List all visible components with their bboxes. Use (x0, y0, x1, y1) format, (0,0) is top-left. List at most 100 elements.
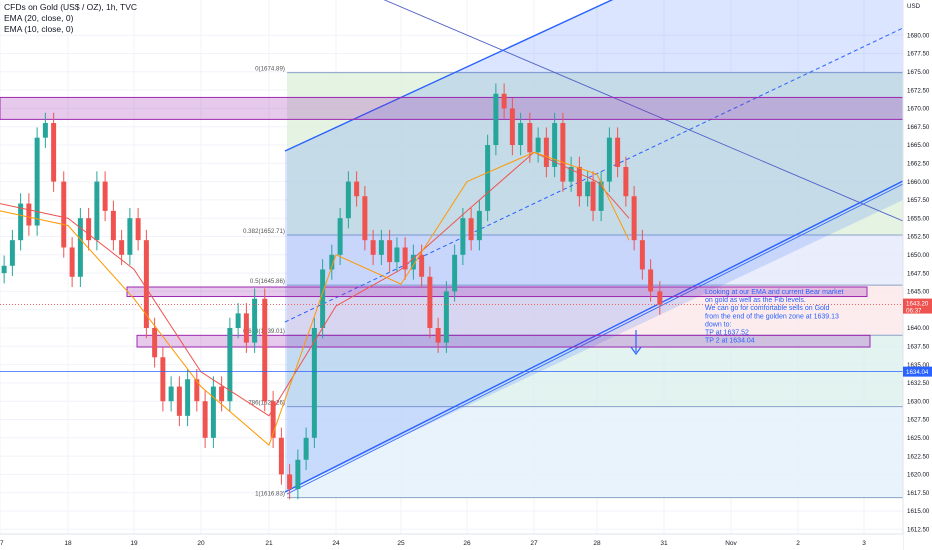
fib-level-label: 0.382(1652.71) (243, 228, 285, 235)
candle-body (235, 313, 241, 328)
zones-drawing[interactable] (0, 96, 904, 348)
time-tick-label: 3 (862, 540, 866, 547)
time-tick-label: 2 (796, 540, 800, 547)
candle-body (262, 298, 268, 402)
candle-body (160, 357, 166, 402)
price-tick-label: 1640.00 (907, 325, 930, 332)
candle-body (493, 93, 499, 145)
candle-body (387, 240, 393, 263)
candle-body (303, 437, 309, 460)
tp-badge-value: 1634.04 (906, 369, 929, 376)
candle-body (443, 291, 449, 343)
channel-fill (285, 0, 903, 492)
time-axis-background (0, 534, 903, 550)
ema10-legend[interactable]: EMA (10, close, 0) (4, 24, 74, 34)
candle-body (69, 247, 75, 277)
candle-body (402, 247, 408, 270)
candle-body (295, 459, 301, 490)
channel-drawing[interactable] (284, 0, 904, 495)
time-tick-label: 28 (593, 540, 601, 547)
candle-body (1, 265, 7, 274)
candle-body (552, 123, 558, 167)
candle-body (143, 240, 149, 328)
price-tick-label: 1622.50 (907, 453, 930, 460)
candle-body (639, 240, 645, 270)
candle-body (535, 137, 541, 153)
tp-badge (903, 366, 932, 377)
candle-body (252, 298, 258, 343)
supply-demand-zone (136, 334, 871, 348)
candle-body (460, 218, 466, 255)
price-tick-label: 1635.00 (907, 362, 930, 369)
price-tick-label: 1657.50 (907, 197, 930, 204)
price-tick-label: 1632.50 (907, 380, 930, 387)
fib-level-label: 0.5(1645.86) (250, 278, 285, 285)
candle-body (94, 181, 100, 241)
candle-body (202, 401, 208, 438)
candle-body (370, 240, 376, 255)
candle-body (576, 166, 582, 197)
candle-body (468, 218, 474, 241)
price-tick-label: 1670.00 (907, 106, 930, 113)
annotation-line: from the end of the golden zone at 1639.… (705, 313, 839, 320)
axis-background (903, 0, 932, 550)
trend-line (383, 0, 904, 222)
price-tick-label: 1645.00 (907, 289, 930, 296)
candle-body (435, 328, 441, 343)
price-tick-label: 1612.50 (907, 527, 930, 534)
price-tick-label: 1655.00 (907, 215, 930, 222)
candle-body (311, 328, 317, 438)
supply-demand-zone (126, 286, 868, 298)
price-badge-countdown: 06:37 (906, 308, 922, 315)
candle-body (568, 166, 574, 182)
candle-body (452, 254, 458, 292)
candle-body (543, 137, 549, 167)
ema20-legend[interactable]: EMA (20, close, 0) (4, 13, 74, 23)
price-tick-label: 1637.50 (907, 344, 930, 351)
time-tick-label: 27 (530, 540, 538, 547)
time-tick-label: 26 (463, 540, 471, 547)
candle-body (560, 123, 566, 182)
price-tick-label: 1647.50 (907, 270, 930, 277)
price-tick-label: 1617.50 (907, 490, 930, 497)
channel-lower-line-2 (286, 183, 904, 495)
candle-body (61, 181, 67, 248)
candle-body (18, 203, 24, 241)
candle-body (194, 379, 200, 402)
candle-body (501, 93, 507, 109)
time-axis[interactable]: 17 18 19 20 21 24 25 26 27 28 31 Nov 2 3 (0, 533, 903, 550)
down-arrow-icon (630, 346, 642, 356)
candle-body (110, 210, 116, 241)
channel-upper-line (284, 0, 614, 152)
candle-body (585, 181, 591, 197)
time-tick-label: Nov (725, 540, 737, 547)
candle-body (485, 145, 491, 211)
price-tick-label: 1620.00 (907, 472, 930, 479)
axis-currency: USD (907, 3, 921, 10)
price-axis[interactable]: USD 1612.50 1615.00 1617.50 1620.00 1622.50 16… (902, 0, 932, 550)
candle-body (419, 254, 425, 277)
candle-body (476, 210, 482, 241)
price-tick-label: 1665.00 (907, 142, 930, 149)
price-tick-label: 1625.00 (907, 435, 930, 442)
chart-legend: CFDs on Gold (US$ / OZ), 1h, TVC EMA (20… (4, 2, 137, 35)
candle-body (509, 108, 515, 145)
candle-body (320, 269, 326, 328)
price-badge (903, 298, 932, 314)
symbol-title[interactable]: CFDs on Gold (US$ / OZ), 1h, TVC (4, 2, 138, 12)
time-tick-label: 31 (660, 540, 668, 547)
annotations[interactable]: Looking at our EMA and current Bear mark… (0, 289, 903, 373)
candle-body (86, 218, 92, 241)
candle-body (527, 123, 533, 153)
candle-body (227, 328, 233, 402)
candle-body (631, 196, 637, 241)
candles (1, 83, 663, 500)
ema20-line (0, 151, 630, 417)
candle-body (598, 181, 604, 211)
price-tick-label: 1627.50 (907, 417, 930, 424)
candle-body (168, 386, 174, 402)
candle-body (337, 218, 343, 255)
price-tick-label: 1630.00 (907, 398, 930, 405)
candle-body (590, 181, 596, 211)
